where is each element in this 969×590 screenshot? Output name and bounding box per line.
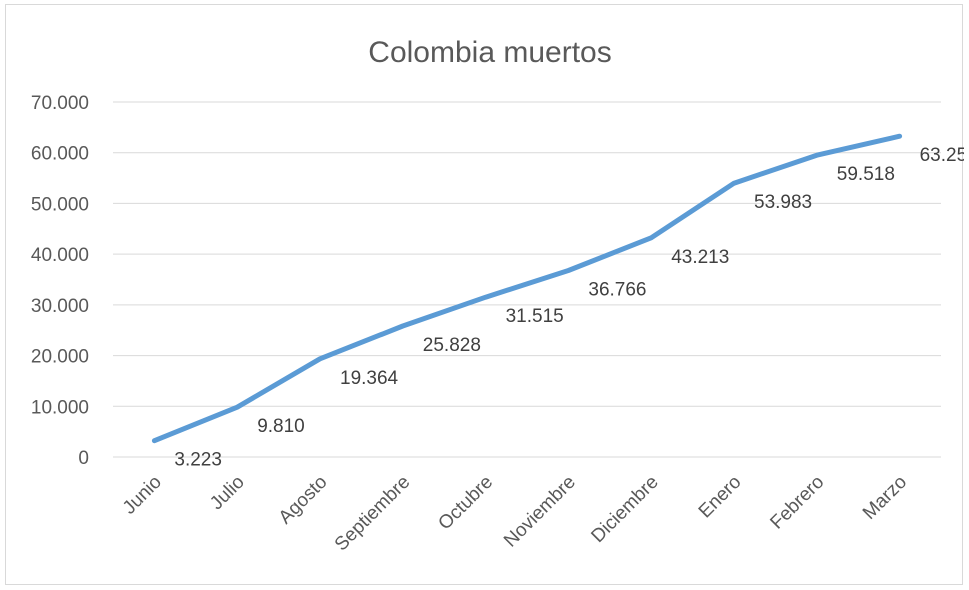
data-label: 31.515 bbox=[506, 306, 564, 327]
x-tick-label: Enero bbox=[695, 472, 746, 523]
data-label: 59.518 bbox=[837, 164, 895, 185]
gridlines bbox=[113, 101, 941, 458]
series-line-layer bbox=[151, 133, 903, 444]
chart-frame: Colombia muertos 0 10.000 20.000 30.000 40.0… bbox=[5, 4, 964, 585]
x-tick-label: Marzo bbox=[859, 472, 911, 524]
x-tick-label: Noviembre bbox=[500, 472, 580, 552]
x-tick-label: Diciembre bbox=[587, 472, 662, 547]
data-label: 9.810 bbox=[257, 416, 305, 437]
y-tick-label: 40.000 bbox=[31, 245, 89, 266]
x-tick-label: Junio bbox=[119, 472, 166, 519]
y-tick-label: 50.000 bbox=[31, 194, 89, 215]
data-label: 43.213 bbox=[671, 247, 729, 268]
line-chart: Colombia muertos 0 10.000 20.000 30.000 40.0… bbox=[31, 36, 964, 556]
data-label: 25.828 bbox=[423, 335, 481, 356]
data-label: 53.983 bbox=[754, 192, 812, 213]
data-label: 63.255 bbox=[920, 145, 964, 166]
x-tick-label: Agosto bbox=[275, 472, 332, 529]
data-labels: 3.223 9.810 19.364 25.828 31.515 36.766 43.213… bbox=[174, 145, 964, 470]
y-axis-tick-labels: 0 10.000 20.000 30.000 40.000 50.000 60.000 70.… bbox=[31, 93, 89, 469]
y-tick-label: 70.000 bbox=[31, 93, 89, 114]
y-tick-label: 20.000 bbox=[31, 347, 89, 368]
series-line bbox=[151, 133, 903, 444]
y-tick-label: 30.000 bbox=[31, 296, 89, 317]
y-tick-label: 0 bbox=[78, 448, 89, 469]
chart-title: Colombia muertos bbox=[368, 36, 611, 69]
data-label: 19.364 bbox=[340, 368, 399, 389]
y-tick-label: 60.000 bbox=[31, 144, 89, 165]
x-tick-label: Septiembre bbox=[331, 472, 415, 556]
x-tick-label: Octubre bbox=[434, 472, 497, 535]
x-axis-tick-labels: Junio Julio Agosto Septiembre Octubre Noviemb… bbox=[119, 472, 911, 556]
x-tick-label: Febrero bbox=[766, 472, 828, 534]
data-label: 3.223 bbox=[174, 450, 222, 471]
y-tick-label: 10.000 bbox=[31, 397, 89, 418]
data-label: 36.766 bbox=[588, 280, 646, 301]
x-tick-label: Julio bbox=[206, 472, 248, 514]
